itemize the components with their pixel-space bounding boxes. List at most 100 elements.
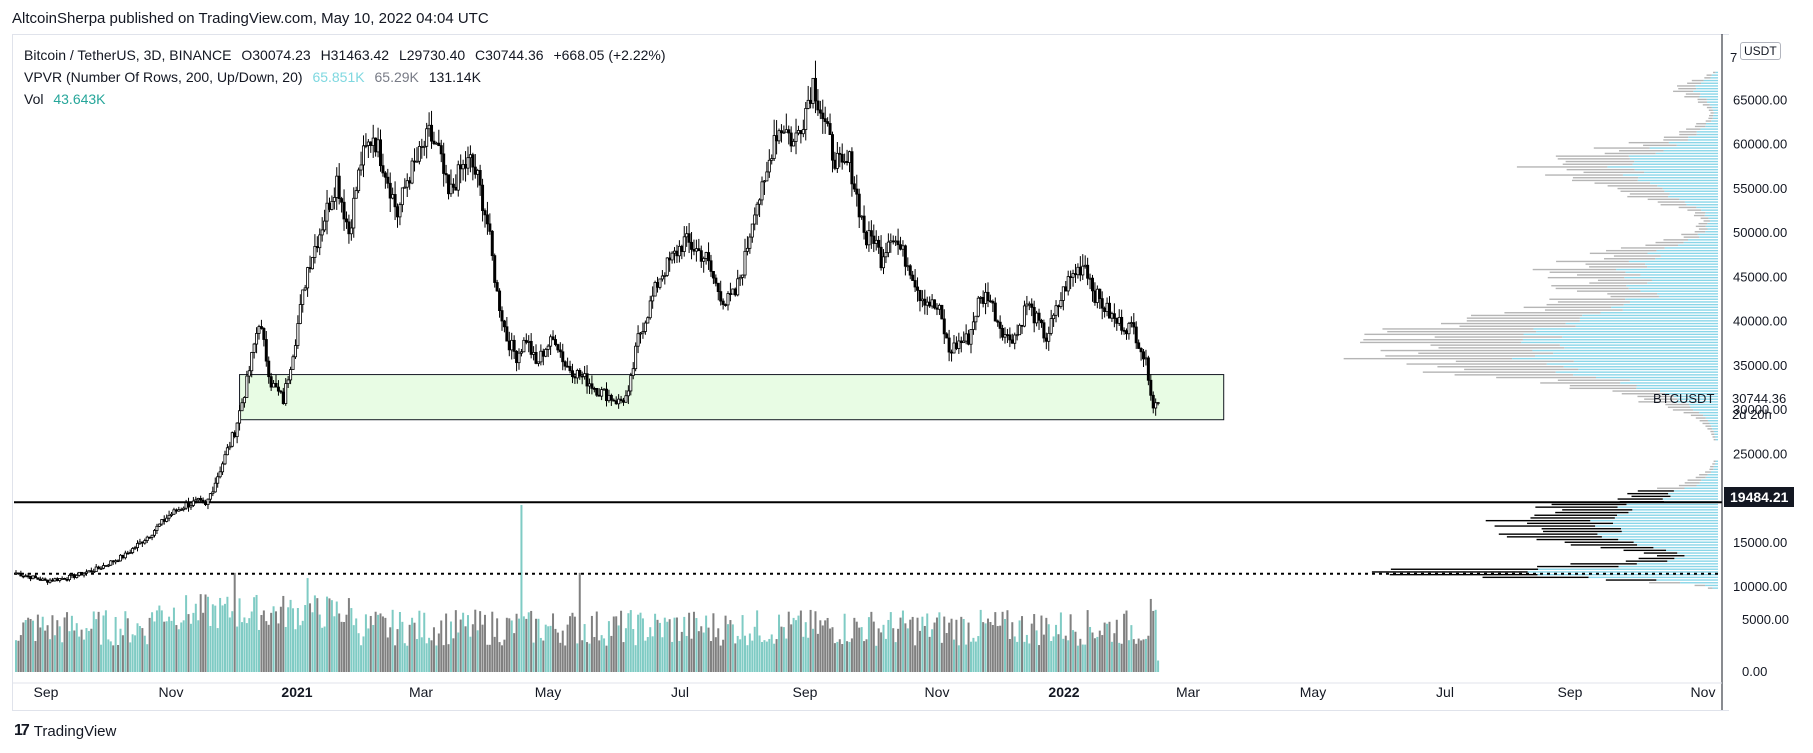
candle-body	[410, 160, 414, 184]
candle-body	[174, 509, 178, 512]
vpvr-row-down	[1556, 260, 1629, 263]
vpvr-row-up	[1687, 139, 1718, 141]
candle-body	[471, 154, 475, 168]
candle-body	[1049, 318, 1053, 334]
volume-bar	[233, 572, 236, 672]
vpvr-row-down	[1702, 104, 1710, 106]
vpvr-row-down	[1627, 195, 1669, 198]
candle-body	[145, 536, 149, 541]
vpvr-row-up	[1660, 255, 1718, 257]
volume-bar	[739, 639, 742, 672]
volume-bar	[408, 624, 411, 672]
vol-label[interactable]: Vol	[24, 91, 44, 107]
volume-bar	[634, 645, 637, 672]
volume-bar	[858, 627, 861, 672]
volume-bar	[503, 639, 506, 672]
candle-body	[94, 566, 98, 573]
volume-bar	[685, 635, 688, 672]
volume-bar	[950, 618, 953, 672]
volume-bar	[948, 622, 951, 672]
volume-bar	[799, 610, 802, 672]
vpvr-label[interactable]: VPVR (Number Of Rows, 200, Up/Down, 20)	[24, 69, 303, 85]
candle-body	[106, 564, 110, 567]
volume-bar	[692, 611, 695, 672]
price-tick-label: 10000.00	[1733, 579, 1787, 594]
tradingview-logo-icon: 17	[14, 722, 30, 739]
vpvr-row-down	[1621, 393, 1666, 395]
candle-body	[945, 333, 949, 339]
volume-bar	[182, 620, 185, 672]
vpvr-row-down	[1390, 568, 1539, 570]
candle-body	[1139, 348, 1143, 353]
vpvr-row-up	[1578, 368, 1718, 371]
candle-body	[269, 376, 273, 388]
vpvr-row-up	[1553, 352, 1718, 354]
vpvr-row-down	[1438, 347, 1565, 349]
volume-bar	[248, 618, 251, 672]
volume-bar	[121, 635, 124, 672]
time-tick-label: 2022	[1048, 684, 1079, 700]
volume-bar	[279, 606, 282, 672]
volume-bar	[136, 623, 139, 672]
volume-bar	[595, 611, 598, 672]
price-tick-label: 35000.00	[1733, 358, 1787, 373]
vpvr-row-down	[1604, 258, 1656, 260]
vpvr-row-up	[1668, 195, 1718, 198]
vpvr-row-down	[1644, 398, 1678, 400]
volume-bar	[1089, 626, 1092, 672]
vpvr-row-up	[1657, 185, 1718, 187]
vpvr-row-down	[1638, 401, 1675, 403]
currency-badge[interactable]: USDT	[1740, 42, 1781, 60]
legend-high: H31463.42	[320, 47, 390, 63]
legend-symbol[interactable]: Bitcoin / TetherUS, 3D, BINANCE	[24, 47, 232, 63]
candle-body	[573, 376, 577, 379]
volume-bar	[396, 629, 399, 672]
vpvr-row-up	[1527, 571, 1718, 573]
candle-body	[884, 252, 888, 258]
vpvr-row-down	[1589, 266, 1648, 268]
volume-bar	[816, 633, 819, 672]
candle-body	[656, 282, 660, 288]
volume-bar	[56, 620, 59, 672]
candle-body	[262, 328, 266, 340]
candle-body	[1086, 264, 1090, 279]
volume-bar	[651, 636, 654, 672]
vpvr-row-up	[1655, 258, 1718, 260]
volume-bar	[1108, 621, 1111, 672]
time-tick-label: 2021	[281, 684, 312, 700]
volume-bar	[797, 615, 800, 672]
candle-body	[1071, 273, 1075, 278]
candle-body	[1027, 303, 1031, 306]
candle-body	[566, 365, 570, 368]
volume-bar	[29, 619, 32, 672]
vpvr-row-down	[1700, 217, 1709, 219]
volume-bar	[199, 594, 202, 672]
candle-body	[830, 134, 834, 161]
vpvr-row-up	[1699, 96, 1718, 98]
volume-bar	[483, 614, 486, 672]
volume-bar	[559, 642, 562, 672]
candle-body	[1142, 351, 1146, 360]
candle-body	[199, 498, 203, 501]
candle-body	[967, 333, 971, 345]
volume-bar	[496, 618, 499, 672]
volume-bar	[600, 635, 603, 672]
volume-bar	[214, 605, 217, 672]
vpvr-row-down	[1530, 517, 1615, 519]
volume-bar	[49, 639, 52, 672]
vpvr-row-down	[1464, 368, 1579, 371]
candle-body	[196, 498, 200, 501]
tradingview-footer[interactable]: 17 TradingView	[14, 722, 116, 740]
candle-body	[811, 77, 815, 104]
volume-bar	[700, 626, 703, 672]
candle-body	[585, 373, 589, 387]
vpvr-row-down	[1576, 290, 1641, 292]
vpvr-row-up	[1714, 463, 1718, 465]
vpvr-row-down	[1593, 147, 1650, 149]
vpvr-row-up	[1696, 131, 1718, 133]
volume-bar	[102, 615, 105, 672]
volume-bar	[969, 641, 972, 672]
volume-bar	[153, 621, 156, 672]
candle-body	[208, 493, 212, 500]
